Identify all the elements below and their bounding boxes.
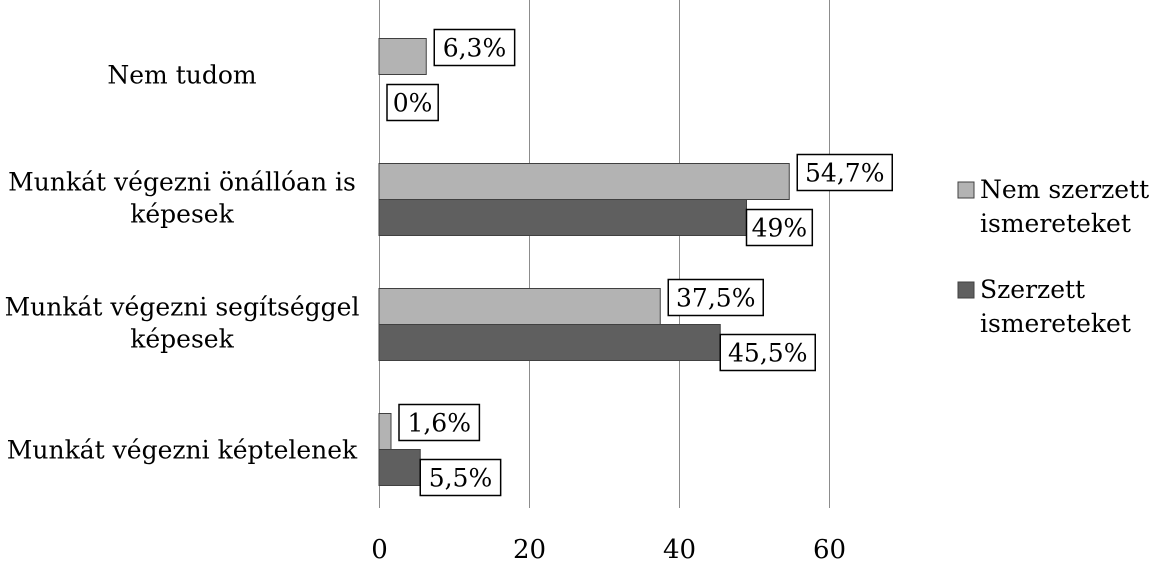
category-label-0: Nem tudom [107, 61, 257, 90]
data-label-text: 0% [393, 89, 433, 118]
data-label-layer: 6,3% 0% 54,7% 49% 37,5% 45,5% 1,6% 5,5% [386, 28, 893, 497]
data-label-text: 6,3% [443, 34, 507, 63]
data-label-3-series-1: 5,5% [419, 458, 502, 497]
bar-2-series-1 [378, 324, 721, 361]
bar-2-series-0 [378, 288, 661, 325]
x-tick-label-60: 60 [813, 535, 846, 561]
data-label-1-series-0: 54,7% [796, 153, 893, 192]
x-tick-label-20: 20 [513, 535, 546, 561]
data-label-box [433, 28, 516, 67]
bar-3-series-0 [378, 413, 392, 450]
data-label-1-series-1: 49% [745, 208, 814, 247]
category-label-line: Munkát végezni önállóan is [8, 168, 356, 197]
data-label-box [398, 403, 481, 442]
data-label-3-series-0: 1,6% [398, 403, 481, 442]
category-label-3: Munkát végezni képtelenek [7, 436, 358, 465]
data-label-text: 49% [752, 214, 808, 243]
data-label-box [719, 333, 816, 372]
data-label-0-series-1: 0% [386, 83, 439, 122]
data-label-text: 1,6% [407, 409, 471, 438]
data-label-text: 5,5% [429, 464, 493, 493]
category-label-line: Nem tudom [107, 61, 257, 90]
legend-label: Szerzett ismereteket [980, 275, 1131, 338]
category-label-line: Munkát végezni segítséggel [5, 293, 360, 322]
data-label-2-series-1: 45,5% [719, 333, 816, 372]
legend-swatch [957, 181, 975, 199]
legend-item-1: Szerzett ismereteket [957, 275, 1131, 338]
legend-label-line: Nem szerzett [980, 175, 1149, 204]
data-label-box [667, 278, 764, 317]
bar-3-series-1 [378, 449, 421, 486]
legend-label-line: ismereteket [980, 309, 1131, 338]
data-label-text: 54,7% [805, 159, 884, 188]
data-label-box [386, 83, 439, 122]
legend-label: Nem szerzett ismereteket [980, 175, 1149, 238]
legend-item-0: Nem szerzett ismereteket [957, 175, 1149, 238]
data-label-text: 45,5% [728, 339, 807, 368]
bar-1-series-1 [378, 199, 747, 236]
data-label-box [419, 458, 502, 497]
x-tick-label-40: 40 [663, 535, 696, 561]
data-label-text: 37,5% [676, 284, 755, 313]
bar-layer [378, 38, 790, 486]
legend-swatch [957, 281, 975, 299]
category-label-2: Munkát végezni segítséggel képesek [5, 293, 360, 354]
data-label-0-series-0: 6,3% [433, 28, 516, 67]
legend-label-line: ismereteket [980, 209, 1131, 238]
data-label-box [745, 208, 814, 247]
legend: Nem szerzett ismereteket Szerzett ismeretek… [957, 175, 1149, 338]
category-label-line: képesek [130, 325, 234, 354]
data-label-box [796, 153, 893, 192]
data-label-2-series-0: 37,5% [667, 278, 764, 317]
category-label-line: képesek [130, 200, 234, 229]
category-label-1: Munkát végezni önállóan is képesek [8, 168, 356, 229]
bar-1-series-0 [378, 163, 790, 200]
legend-label-line: Szerzett [980, 275, 1085, 304]
category-label-line: Munkát végezni képtelenek [7, 436, 358, 465]
x-tick-label-0: 0 [371, 535, 388, 561]
bar-0-series-0 [378, 38, 427, 75]
x-axis-tick-labels: 0 20 40 60 [371, 535, 846, 561]
category-axis-labels: Nem tudom Munkát végezni önállóan is képes… [5, 61, 360, 465]
